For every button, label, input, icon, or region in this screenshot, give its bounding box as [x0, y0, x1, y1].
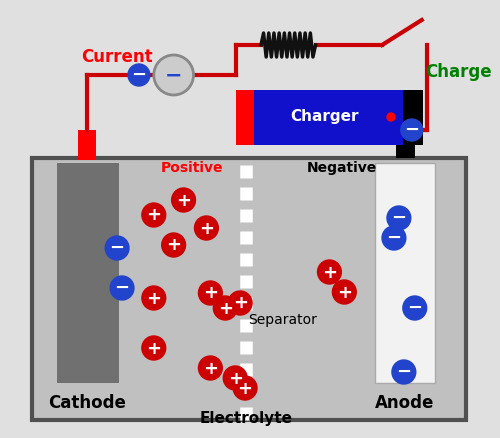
- Circle shape: [142, 286, 166, 310]
- Text: −: −: [165, 66, 182, 86]
- Text: +: +: [146, 339, 162, 357]
- Bar: [56, 163, 119, 383]
- Circle shape: [172, 188, 196, 212]
- Circle shape: [214, 296, 237, 320]
- Text: Cathode: Cathode: [48, 394, 126, 412]
- Text: −: −: [407, 299, 422, 317]
- Circle shape: [318, 260, 342, 284]
- Circle shape: [401, 119, 422, 141]
- Circle shape: [128, 64, 150, 86]
- Circle shape: [403, 296, 426, 320]
- Bar: [251, 90, 403, 145]
- Text: −: −: [404, 121, 419, 139]
- Circle shape: [387, 206, 411, 230]
- Bar: [236, 90, 254, 145]
- Bar: [375, 163, 434, 383]
- Circle shape: [162, 233, 186, 257]
- Text: −: −: [110, 239, 124, 257]
- Text: −: −: [396, 363, 411, 381]
- Bar: [403, 90, 422, 145]
- Text: +: +: [199, 219, 214, 237]
- Text: Electrolyte: Electrolyte: [200, 410, 292, 425]
- Text: +: +: [203, 285, 218, 303]
- Text: Separator: Separator: [248, 313, 317, 327]
- Text: +: +: [238, 379, 252, 398]
- Text: +: +: [203, 360, 218, 378]
- Circle shape: [198, 356, 222, 380]
- Circle shape: [198, 281, 222, 305]
- Text: +: +: [337, 283, 352, 301]
- Text: −: −: [114, 279, 130, 297]
- Text: +: +: [228, 370, 242, 388]
- Text: +: +: [322, 264, 337, 282]
- Text: +: +: [146, 206, 162, 225]
- Circle shape: [387, 113, 395, 121]
- Circle shape: [228, 291, 252, 315]
- Text: Current: Current: [82, 48, 153, 66]
- Bar: [78, 130, 96, 160]
- Circle shape: [142, 336, 166, 360]
- Text: +: +: [176, 191, 191, 209]
- Circle shape: [224, 366, 247, 390]
- Circle shape: [392, 360, 416, 384]
- Bar: [396, 130, 415, 158]
- Text: +: +: [146, 290, 162, 307]
- Text: Positive: Positive: [160, 161, 223, 175]
- Circle shape: [332, 280, 356, 304]
- Text: Anode: Anode: [375, 394, 434, 412]
- Text: −: −: [392, 209, 406, 227]
- Text: +: +: [232, 294, 248, 312]
- Circle shape: [142, 203, 166, 227]
- Circle shape: [105, 236, 129, 260]
- Text: Negative: Negative: [307, 161, 378, 175]
- Text: +: +: [218, 300, 232, 318]
- Bar: [32, 158, 466, 420]
- Text: +: +: [166, 237, 181, 254]
- Circle shape: [154, 55, 194, 95]
- Text: −: −: [132, 66, 146, 84]
- Text: −: −: [386, 229, 402, 247]
- Circle shape: [194, 216, 218, 240]
- Text: Charge: Charge: [425, 63, 492, 81]
- Circle shape: [233, 376, 257, 400]
- Circle shape: [110, 276, 134, 300]
- Circle shape: [382, 226, 406, 250]
- Text: Charger: Charger: [290, 110, 358, 124]
